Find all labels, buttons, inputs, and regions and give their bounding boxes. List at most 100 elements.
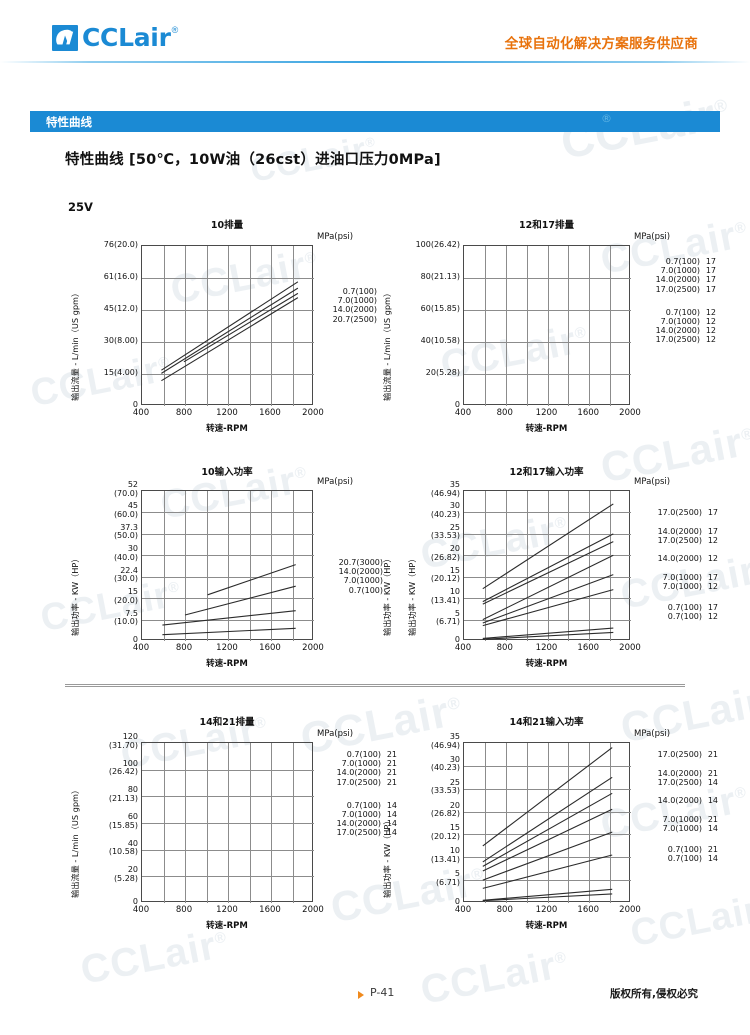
y-axis-tick: 0 [454, 400, 460, 409]
legend-group-label: 12 [707, 536, 718, 546]
legend-pressure-value: 7.0(1000) [341, 759, 381, 769]
legend-group-label: 21 [707, 814, 718, 824]
legend-pressure-value: 14.0(2000) [657, 769, 702, 779]
legend-item: 20.7(3000) [325, 558, 383, 567]
legend-group-label: 17 [707, 572, 718, 582]
y-axis-tick: 25 (33.53) [430, 522, 460, 541]
x-axis-tick: 1200 [216, 643, 238, 653]
x-axis-tick: 800 [496, 643, 513, 653]
legend-pressure-value: 14.0(2000) [332, 305, 377, 315]
legend-item: 7.0(1000) [325, 296, 377, 305]
legend-pressure-value: 0.7(100) [348, 585, 383, 595]
y-axis-tick: 5 (6.71) [435, 869, 460, 887]
y-axis-tick: 10 (13.41) [430, 587, 460, 605]
legend-item: 17.0(2500) 17 [640, 508, 718, 517]
legend-group-label: 12 [705, 307, 716, 317]
legend-group-label: 21 [386, 759, 397, 769]
legend-pressure-value: 7.0(1000) [341, 810, 381, 820]
x-axis-tick: 400 [132, 905, 150, 915]
legend-item: 0.7(100) 21 [640, 845, 718, 854]
legend-pressure-value: 0.7(100) [667, 603, 702, 613]
y-axis-tick: 15 (20.0) [113, 587, 138, 605]
legend-pressure-value: 14.0(2000) [655, 326, 700, 336]
section-registered-icon: ® [601, 112, 612, 125]
legend-item: 14.0(2000) 14 [640, 796, 718, 805]
legend-pressure-value: 7.0(1000) [662, 824, 702, 834]
y-axis-tick: 0 [132, 400, 138, 409]
legend-pressure-value: 7.0(1000) [662, 814, 702, 824]
plot-canvas [142, 743, 314, 903]
chart-12-17-displacement: 12和17排量 MPa(psi) 100(26.42) 80(21.13) 60(15.… [400, 215, 740, 434]
y-axis-tick: 60(15.85) [420, 304, 460, 313]
legend-pressure-value: 17.0(2500) [657, 536, 702, 546]
curve-701000 [482, 831, 613, 881]
x-axis-tick: 2000 [619, 643, 641, 653]
plot-canvas [464, 743, 631, 903]
y-axis-tick: 52 (70.0) [113, 480, 138, 498]
y-axis-tick: 15(4.00) [103, 368, 138, 377]
legend-pressure-value: 14.0(2000) [657, 527, 702, 537]
y-axis-tick: 80(21.13) [420, 272, 460, 281]
legend-group-label: 12 [705, 317, 716, 327]
y-axis-tick: 0 [132, 635, 138, 644]
y-axis-tick: 100(26.42) [415, 240, 460, 249]
plot-canvas [142, 246, 314, 406]
legend-group-label: 12 [707, 553, 718, 563]
chart-legend: 0.7(100) 17 7.0(1000) 17 14.0(2000) 17 17.0(25… [640, 257, 716, 345]
plot-area [141, 490, 314, 641]
legend-item: 7.0(1000) 12 [640, 582, 718, 591]
y-axis-tick: 120 (31.70) [108, 732, 138, 750]
curve-07100 [482, 893, 613, 902]
legend-group-label: 14 [386, 810, 397, 820]
legend-group-label: 14 [707, 795, 718, 805]
legend-item: 7.0(1000) 14 [640, 824, 718, 833]
chart-title: 12和17输入功率 [509, 467, 584, 478]
x-axis-tick: 1200 [535, 408, 558, 418]
y-axis-title-right: 输出流量 - L/min（US gpm） [382, 288, 392, 401]
plot-area [141, 742, 314, 903]
y-axis-tick: 40(10.58) [108, 838, 138, 857]
legend-item: 14.0(2000) 14 [325, 819, 397, 828]
legend-group-label: 14 [707, 824, 718, 834]
curve-2072500 [161, 297, 299, 382]
legend-pressure-value: 14.0(2000) [338, 567, 383, 577]
legend-pressure-value: 0.7(100) [667, 854, 702, 864]
page-title: 特性曲线 [50℃，10W油（26cst）进油口压力0MPa] [65, 152, 441, 168]
legend-item: 7.0(1000) 14 [325, 810, 397, 819]
x-axis-tick: 800 [496, 905, 513, 915]
y-axis-tick: 35 (46.94) [430, 480, 460, 498]
legend-group-label: 14 [707, 854, 718, 864]
curve-1402000 [482, 554, 614, 621]
chart-unit-label: MPa(psi) [634, 729, 671, 739]
legend-pressure-value: 14.0(2000) [336, 768, 381, 778]
page-footer: P-41 版权所有,侵权必究 [0, 985, 750, 1015]
legend-item: 7.0(1000) 21 [325, 759, 397, 768]
plot-area [463, 245, 631, 406]
y-axis-tick: 20 (26.82) [430, 800, 460, 819]
legend-item: 14.0(2000) [325, 567, 383, 576]
legend-group-label: 21 [707, 769, 718, 779]
chart-unit-label: MPa(psi) [317, 232, 354, 242]
curve-1402000 [184, 585, 296, 616]
curve-701000 [161, 287, 299, 374]
y-axis-tick: 45 (60.0) [113, 501, 138, 520]
legend-item: 0.7(100) 12 [640, 612, 718, 621]
legend-item: 17.0(2500) 21 [640, 750, 718, 759]
brand-name: CCLair [82, 23, 171, 52]
x-axis-tick: 2000 [619, 408, 641, 418]
page-number: P-41 [370, 986, 395, 999]
legend-group-label: 17 [705, 257, 716, 266]
y-axis-tick: 25 (33.53) [430, 777, 460, 796]
y-axis-tick: 40(10.58) [420, 336, 460, 345]
chart-title: 10排量 [210, 220, 244, 231]
legend-item: 17.0(2500) 14 [640, 778, 718, 787]
legend-pressure-value: 0.7(100) [665, 307, 700, 317]
y-axis-tick: 20(5.28) [425, 368, 460, 377]
legend-pressure-value: 14.0(2000) [657, 795, 702, 805]
plot-area [141, 245, 314, 406]
x-axis-tick: 1200 [535, 643, 558, 653]
legend-item: 0.7(100) 14 [640, 854, 718, 863]
y-axis-tick: 45(12.0) [103, 304, 138, 313]
y-axis-tick: 80(21.13) [108, 785, 138, 803]
x-axis-tick: 1600 [259, 408, 281, 418]
